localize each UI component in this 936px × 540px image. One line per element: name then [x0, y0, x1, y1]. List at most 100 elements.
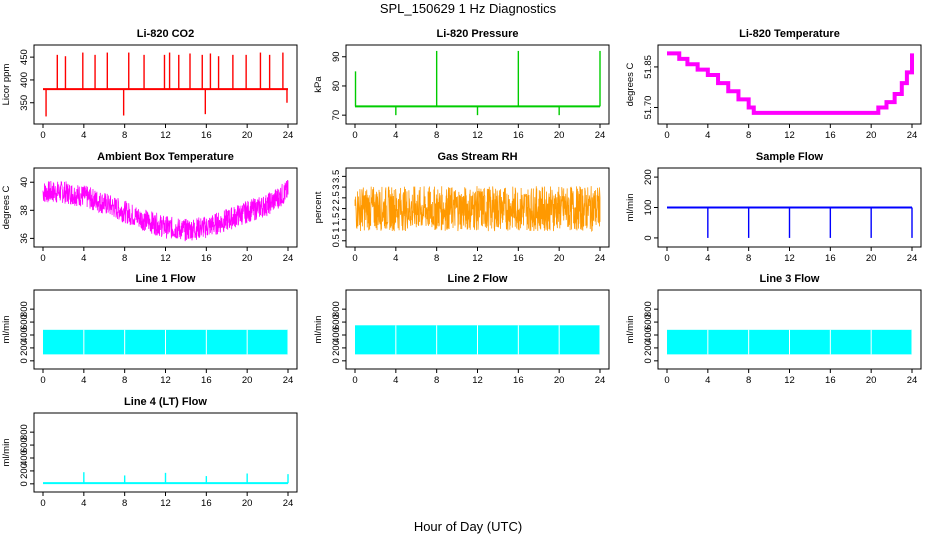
x-tick-label: 16 — [825, 253, 836, 264]
x-tick-label: 24 — [595, 130, 606, 141]
x-tick-label: 12 — [472, 253, 483, 264]
y-axis-label: percent — [313, 191, 324, 223]
x-tick-label: 4 — [81, 498, 86, 509]
series-1 — [354, 50, 601, 116]
panel-title: Sample Flow — [756, 151, 824, 163]
y-tick-label: 600 — [19, 437, 30, 453]
y-tick-label: 450 — [19, 49, 30, 65]
x-tick-label: 16 — [513, 253, 524, 264]
y-tick-label: 200 — [19, 340, 30, 356]
x-tick-label: 16 — [201, 130, 212, 141]
x-tick-label: 20 — [866, 253, 877, 264]
y-tick-label: 2.5 — [331, 191, 342, 204]
y-tick-label: 40 — [19, 177, 30, 188]
panel-title: Line 1 Flow — [136, 273, 196, 285]
y-tick-label: 800 — [331, 301, 342, 317]
x-tick-label: 24 — [595, 253, 606, 264]
y-tick-label: 800 — [643, 301, 654, 317]
y-tick-label: 0 — [331, 358, 342, 363]
x-tick-label: 20 — [242, 498, 253, 509]
y-tick-label: 51.70 — [643, 96, 654, 120]
y-tick-label: 800 — [19, 301, 30, 317]
y-axis-label: ml/min — [625, 316, 636, 344]
x-tick-label: 24 — [283, 498, 294, 509]
x-tick-label: 12 — [160, 130, 171, 141]
x-tick-label: 12 — [784, 375, 795, 386]
x-tick-label: 20 — [554, 375, 565, 386]
x-tick-label: 8 — [122, 498, 127, 509]
x-tick-label: 0 — [40, 375, 45, 386]
panel-title: Ambient Box Temperature — [97, 151, 234, 163]
x-tick-label: 4 — [81, 375, 86, 386]
data-line — [354, 185, 601, 233]
data-line — [667, 51, 914, 115]
x-tick-label: 8 — [434, 375, 439, 386]
y-tick-label: 350 — [19, 95, 30, 111]
y-axis-label: ml/min — [1, 316, 12, 344]
series-6 — [43, 329, 289, 355]
y-axis-label: ml/min — [625, 194, 636, 222]
panel-title: Line 3 Flow — [760, 273, 820, 285]
x-tick-label: 0 — [664, 375, 669, 386]
series-9 — [43, 472, 289, 485]
y-tick-label: 200 — [19, 463, 30, 479]
panel-5: Sample Flow 0 4 8 12 16 20 24 0 100 200 ml/min — [625, 151, 922, 264]
figure-title: SPL_150629 1 Hz Diagnostics — [380, 1, 557, 16]
x-tick-label: 12 — [472, 130, 483, 141]
x-tick-label: 20 — [554, 130, 565, 141]
x-tick-label: 16 — [825, 130, 836, 141]
x-tick-label: 12 — [160, 375, 171, 386]
x-tick-label: 20 — [242, 375, 253, 386]
x-tick-label: 16 — [201, 253, 212, 264]
series-2 — [667, 51, 914, 115]
x-tick-label: 8 — [434, 130, 439, 141]
x-tick-label: 24 — [283, 375, 294, 386]
y-tick-label: 400 — [19, 72, 30, 88]
x-tick-label: 0 — [352, 130, 357, 141]
x-tick-label: 8 — [746, 130, 751, 141]
x-tick-label: 16 — [825, 375, 836, 386]
x-tick-label: 8 — [434, 253, 439, 264]
panel-0: Li-820 CO2 0 4 8 12 16 20 24 350 400 450 Licor ppm — [1, 28, 298, 141]
y-tick-label: 800 — [19, 424, 30, 440]
y-tick-label: 400 — [643, 327, 654, 343]
x-tick-label: 12 — [784, 253, 795, 264]
x-tick-label: 8 — [122, 253, 127, 264]
y-tick-label: 100 — [643, 200, 654, 216]
y-tick-label: 36 — [19, 233, 30, 244]
panel-title: Li-820 Pressure — [437, 28, 519, 40]
x-tick-label: 4 — [81, 253, 86, 264]
y-tick-label: 51.85 — [643, 55, 654, 79]
y-tick-label: 600 — [643, 314, 654, 330]
y-axis-label: degrees C — [625, 62, 636, 106]
x-tick-label: 8 — [746, 375, 751, 386]
panel-1: Li-820 Pressure 0 4 8 12 16 20 24 70 80 90 kPa — [313, 28, 610, 141]
y-tick-label: 80 — [331, 81, 342, 92]
y-tick-label: 400 — [331, 327, 342, 343]
y-tick-label: 70 — [331, 110, 342, 121]
x-tick-label: 4 — [705, 375, 710, 386]
plot-frame — [657, 289, 922, 370]
panel-title: Li-820 Temperature — [739, 28, 840, 40]
y-tick-label: 0.5 — [331, 234, 342, 247]
x-tick-label: 8 — [746, 253, 751, 264]
x-tick-label: 16 — [201, 375, 212, 386]
x-tick-label: 4 — [393, 375, 398, 386]
y-axis-label: ml/min — [313, 316, 324, 344]
series-0 — [43, 52, 288, 117]
x-tick-label: 4 — [393, 130, 398, 141]
series-4 — [354, 185, 601, 233]
y-tick-label: 2 — [331, 206, 342, 211]
x-tick-label: 20 — [242, 253, 253, 264]
x-tick-label: 20 — [554, 253, 565, 264]
x-tick-label: 4 — [705, 253, 710, 264]
x-tick-label: 16 — [201, 498, 212, 509]
y-tick-label: 38 — [19, 205, 30, 216]
y-axis-label: Licor ppm — [1, 64, 12, 106]
x-tick-label: 0 — [664, 253, 669, 264]
x-tick-label: 12 — [784, 130, 795, 141]
x-tick-label: 0 — [352, 253, 357, 264]
x-tick-label: 12 — [160, 253, 171, 264]
